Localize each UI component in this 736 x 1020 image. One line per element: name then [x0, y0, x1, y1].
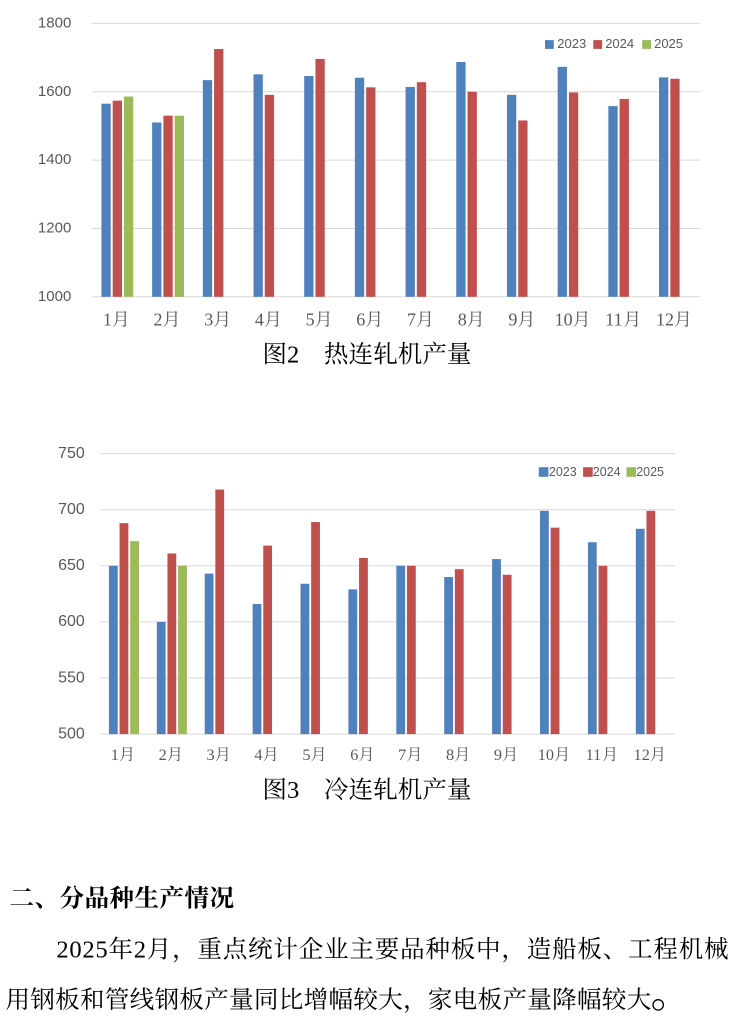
svg-text:5: 5: [306, 310, 315, 330]
svg-text:700: 700: [58, 501, 85, 518]
svg-text:2: 2: [159, 745, 167, 764]
svg-text:8: 8: [446, 745, 454, 764]
svg-text:2024: 2024: [593, 465, 621, 479]
svg-text:9: 9: [508, 310, 517, 330]
svg-text:1: 1: [111, 745, 119, 764]
svg-text:2025: 2025: [654, 36, 683, 51]
svg-text:1200: 1200: [38, 220, 71, 237]
svg-text:9: 9: [494, 745, 502, 764]
svg-text:2: 2: [154, 310, 163, 330]
svg-text:12: 12: [634, 745, 650, 764]
svg-text:2024: 2024: [605, 36, 634, 51]
svg-text:500: 500: [58, 725, 85, 742]
svg-text:5: 5: [302, 745, 310, 764]
svg-text:750: 750: [58, 445, 85, 462]
svg-text:2: 2: [134, 937, 146, 964]
svg-text:550: 550: [58, 669, 85, 686]
svg-text:2025: 2025: [636, 465, 664, 479]
svg-text:8: 8: [458, 310, 467, 330]
svg-text:1400: 1400: [38, 151, 71, 168]
svg-text:1: 1: [103, 310, 112, 330]
svg-text:11: 11: [605, 310, 622, 330]
svg-text:0: 0: [69, 937, 81, 964]
svg-text:6: 6: [350, 745, 358, 764]
svg-text:7: 7: [398, 745, 406, 764]
svg-text:2023: 2023: [557, 36, 586, 51]
svg-text:3: 3: [204, 310, 213, 330]
svg-text:10: 10: [538, 745, 554, 764]
svg-text:2: 2: [82, 937, 94, 964]
svg-text:2023: 2023: [549, 465, 577, 479]
svg-text:2: 2: [56, 937, 68, 964]
svg-text:600: 600: [58, 613, 85, 630]
svg-text:10: 10: [555, 310, 573, 330]
svg-text:3: 3: [287, 777, 299, 804]
svg-text:11: 11: [586, 745, 602, 764]
svg-text:4: 4: [254, 745, 262, 764]
svg-text:2: 2: [287, 342, 299, 369]
svg-text:7: 7: [407, 310, 416, 330]
svg-text:6: 6: [356, 310, 365, 330]
svg-text:1800: 1800: [38, 14, 71, 31]
svg-text:3: 3: [207, 745, 215, 764]
svg-text:5: 5: [95, 937, 107, 964]
svg-text:4: 4: [255, 310, 264, 330]
svg-text:1000: 1000: [38, 288, 71, 305]
svg-text:12: 12: [656, 310, 674, 330]
svg-text:650: 650: [58, 557, 85, 574]
svg-text:1600: 1600: [38, 83, 71, 100]
